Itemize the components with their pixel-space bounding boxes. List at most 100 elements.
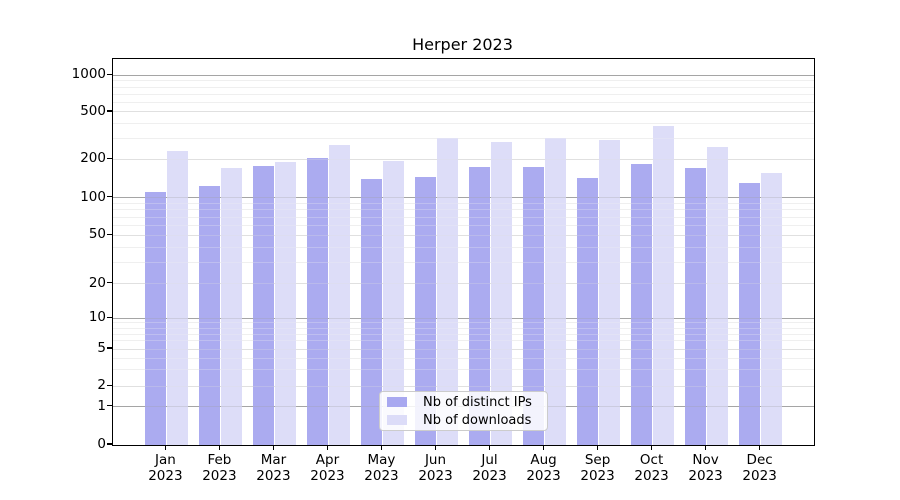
x-tick-mark bbox=[542, 445, 545, 450]
major-gridline bbox=[113, 158, 814, 160]
bar-oct-distinct-ips bbox=[631, 164, 652, 445]
minor-gridline bbox=[113, 333, 814, 335]
minor-gridline bbox=[113, 101, 814, 103]
minor-gridline bbox=[113, 80, 814, 82]
minor-gridline bbox=[113, 327, 814, 329]
bar-mar-distinct-ips bbox=[253, 166, 274, 445]
x-tick-mark bbox=[218, 445, 220, 450]
bar-dec-distinct-ips bbox=[739, 182, 760, 445]
y-tick-label: 5 bbox=[97, 340, 106, 356]
x-tick-label: Aug 2023 bbox=[526, 452, 561, 484]
bar-feb-distinct-ips bbox=[199, 186, 220, 445]
minor-gridline bbox=[113, 137, 814, 139]
bar-jan-distinct-ips bbox=[145, 192, 166, 445]
bar-jul-downloads bbox=[491, 142, 512, 445]
y-tick-mark bbox=[107, 233, 112, 235]
bar-aug-downloads bbox=[545, 137, 566, 445]
bar-aug-distinct-ips bbox=[523, 167, 544, 445]
bar-nov-distinct-ips bbox=[685, 167, 706, 445]
bar-may-distinct-ips bbox=[361, 179, 382, 445]
legend-item-distinct-ips: Nb of distinct IPs bbox=[387, 395, 547, 410]
x-tick-label: Nov 2023 bbox=[688, 452, 723, 484]
x-tick-mark bbox=[596, 445, 599, 450]
y-tick-label: 20 bbox=[88, 274, 106, 291]
x-tick-mark bbox=[434, 445, 437, 450]
legend-label-downloads: Nb of downloads bbox=[423, 412, 532, 428]
y-tick-mark bbox=[107, 316, 112, 318]
bar-sep-distinct-ips bbox=[577, 178, 598, 445]
y-tick-label: 10 bbox=[88, 309, 106, 326]
minor-gridline bbox=[113, 224, 814, 226]
y-tick-label: 500 bbox=[80, 102, 106, 119]
x-tick-label: Jul 2023 bbox=[472, 452, 507, 484]
bar-mar-downloads bbox=[275, 162, 296, 445]
minor-gridline bbox=[113, 322, 814, 324]
bar-feb-downloads bbox=[221, 167, 242, 445]
minor-gridline bbox=[113, 93, 814, 95]
major-gridline bbox=[113, 385, 814, 387]
x-tick-mark bbox=[705, 445, 707, 450]
legend: Nb of distinct IPs Nb of downloads bbox=[379, 391, 548, 431]
bar-jun-distinct-ips bbox=[415, 176, 436, 445]
y-tick-mark bbox=[107, 347, 112, 349]
chart-title: Herper 2023 bbox=[412, 35, 513, 54]
bar-dec-downloads bbox=[761, 173, 782, 445]
bar-jul-distinct-ips bbox=[469, 166, 490, 445]
bar-apr-downloads bbox=[329, 145, 350, 445]
plot-area: Nb of distinct IPs Nb of downloads bbox=[112, 58, 815, 446]
x-tick-label: Oct 2023 bbox=[634, 452, 669, 484]
y-tick-mark bbox=[107, 196, 112, 198]
x-tick-label: May 2023 bbox=[364, 452, 399, 484]
y-tick-label: 50 bbox=[88, 226, 106, 243]
y-tick-mark bbox=[107, 157, 112, 159]
y-tick-mark bbox=[107, 384, 112, 387]
minor-gridline bbox=[113, 261, 814, 263]
minor-gridline bbox=[113, 86, 814, 88]
y-tick-label: 0 bbox=[97, 436, 106, 452]
y-tick-mark bbox=[107, 443, 112, 445]
x-tick-mark bbox=[164, 445, 166, 450]
x-tick-mark bbox=[272, 445, 275, 450]
bar-jun-downloads bbox=[437, 137, 458, 445]
major-gridline bbox=[113, 283, 814, 285]
x-tick-label: Feb 2023 bbox=[202, 452, 237, 484]
major-gridline bbox=[113, 74, 814, 76]
minor-gridline bbox=[113, 340, 814, 342]
x-tick-label: Apr 2023 bbox=[310, 452, 345, 484]
minor-gridline bbox=[113, 202, 814, 204]
legend-swatch-downloads bbox=[387, 415, 407, 425]
x-tick-mark bbox=[488, 445, 491, 450]
minor-gridline bbox=[113, 357, 814, 359]
major-gridline bbox=[113, 234, 814, 236]
major-gridline bbox=[113, 348, 814, 350]
bar-nov-downloads bbox=[707, 147, 728, 445]
minor-gridline bbox=[113, 369, 814, 371]
x-tick-label: Sep 2023 bbox=[580, 452, 615, 484]
y-tick-label: 2 bbox=[97, 377, 106, 394]
x-tick-mark bbox=[759, 445, 761, 450]
minor-gridline bbox=[113, 209, 814, 211]
bar-oct-downloads bbox=[653, 125, 674, 445]
y-tick-label: 1000 bbox=[71, 66, 106, 83]
minor-gridline bbox=[113, 123, 814, 124]
y-tick-mark bbox=[107, 73, 112, 75]
major-gridline bbox=[113, 197, 814, 199]
y-tick-mark bbox=[107, 110, 112, 112]
y-tick-mark bbox=[107, 404, 112, 407]
x-tick-label: Mar 2023 bbox=[256, 452, 291, 484]
y-tick-mark bbox=[107, 282, 112, 284]
x-tick-label: Jun 2023 bbox=[418, 452, 453, 484]
legend-label-distinct-ips: Nb of distinct IPs bbox=[423, 394, 532, 410]
x-tick-mark bbox=[326, 445, 329, 450]
minor-gridline bbox=[113, 216, 814, 218]
bar-apr-distinct-ips bbox=[307, 157, 328, 445]
x-tick-mark bbox=[650, 445, 653, 450]
major-gridline bbox=[113, 111, 814, 113]
y-tick-label: 1 bbox=[97, 397, 106, 414]
x-tick-label: Dec 2023 bbox=[742, 452, 777, 484]
major-gridline bbox=[113, 317, 814, 319]
bar-jan-downloads bbox=[167, 150, 188, 445]
minor-gridline bbox=[113, 246, 814, 248]
y-tick-label: 100 bbox=[80, 188, 106, 205]
